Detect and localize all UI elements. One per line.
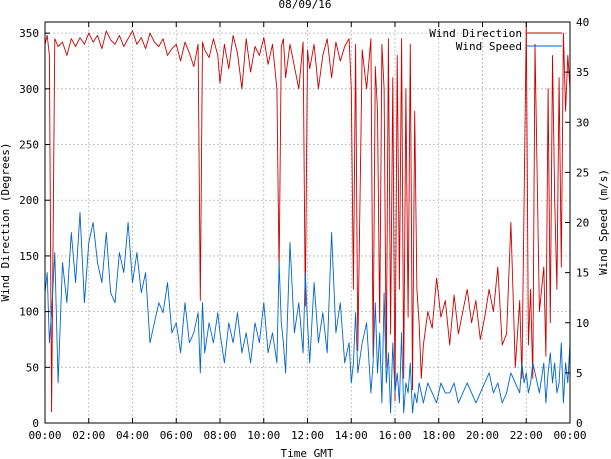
left-y-axis-label: Wind Direction (Degrees) bbox=[0, 143, 12, 302]
chart-legend: Wind Direction Wind Speed bbox=[429, 27, 562, 53]
x-tick-label: 08:00 bbox=[203, 429, 236, 442]
x-tick-label: 16:00 bbox=[378, 429, 411, 442]
legend-label-wind-speed: Wind Speed bbox=[456, 40, 522, 53]
left-y-tick-label: 300 bbox=[19, 83, 39, 96]
left-y-tick-label: 150 bbox=[19, 250, 39, 263]
x-tick-label: 14:00 bbox=[335, 429, 368, 442]
right-y-tick-label: 30 bbox=[576, 116, 589, 129]
x-tick-label: 18:00 bbox=[422, 429, 455, 442]
left-y-tick-label: 50 bbox=[26, 361, 39, 374]
right-y-tick-label: 20 bbox=[576, 217, 589, 230]
x-tick-label: 02:00 bbox=[72, 429, 105, 442]
left-y-tick-label: 100 bbox=[19, 306, 39, 319]
right-y-tick-label: 10 bbox=[576, 317, 589, 330]
x-axis-label: Time GMT bbox=[281, 447, 334, 459]
right-y-tick-label: 35 bbox=[576, 66, 589, 79]
x-tick-label: 04:00 bbox=[116, 429, 149, 442]
wind-speed-series-line bbox=[44, 212, 571, 414]
right-y-tick-label: 15 bbox=[576, 267, 589, 280]
x-tick-label: 20:00 bbox=[466, 429, 499, 442]
x-tick-label: 10:00 bbox=[247, 429, 280, 442]
left-y-tick-label: 0 bbox=[32, 417, 39, 430]
x-tick-label: 00:00 bbox=[28, 429, 61, 442]
right-y-tick-label: 5 bbox=[576, 367, 583, 380]
right-y-axis-label: Wind Speed (m/s) bbox=[597, 169, 610, 275]
axis-ticks: 00:00 02:00 04:00 06:00 08:00 10:00 12:00 14:00… bbox=[19, 16, 589, 442]
left-y-tick-label: 200 bbox=[19, 194, 39, 207]
chart-title: 08/09/16 bbox=[279, 0, 332, 11]
right-y-tick-label: 25 bbox=[576, 166, 589, 179]
right-y-tick-label: 40 bbox=[576, 16, 589, 29]
x-tick-label: 06:00 bbox=[160, 429, 193, 442]
x-tick-label: 22:00 bbox=[510, 429, 543, 442]
left-y-tick-label: 250 bbox=[19, 139, 39, 152]
grid-lines bbox=[45, 22, 570, 423]
right-y-tick-label: 0 bbox=[576, 417, 583, 430]
legend-label-wind-direction: Wind Direction bbox=[429, 27, 522, 40]
x-tick-label: 12:00 bbox=[291, 429, 324, 442]
left-y-tick-label: 350 bbox=[19, 27, 39, 40]
wind-direction-series-line bbox=[44, 21, 571, 413]
series-lines bbox=[44, 21, 571, 414]
x-tick-label: 00:00 bbox=[553, 429, 586, 442]
